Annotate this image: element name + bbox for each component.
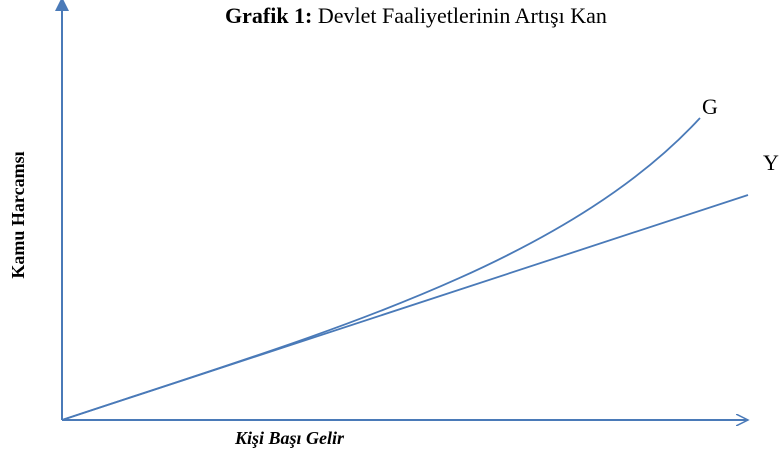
curve-g [61, 117, 701, 421]
title: Grafik 1: Devlet Faaliyetlerinin Artışı … [225, 3, 607, 28]
line-y-label: Y [763, 150, 779, 175]
line-y [61, 194, 749, 421]
y-axis-label: Kamu Harcamsı [8, 151, 28, 278]
title-label: Grafik 1: [225, 3, 312, 28]
curve-g-label: G [702, 94, 718, 119]
title-text: Devlet Faaliyetlerinin Artışı Kan [318, 3, 607, 28]
x-axis-label: Kişi Başı Gelir [234, 428, 345, 448]
